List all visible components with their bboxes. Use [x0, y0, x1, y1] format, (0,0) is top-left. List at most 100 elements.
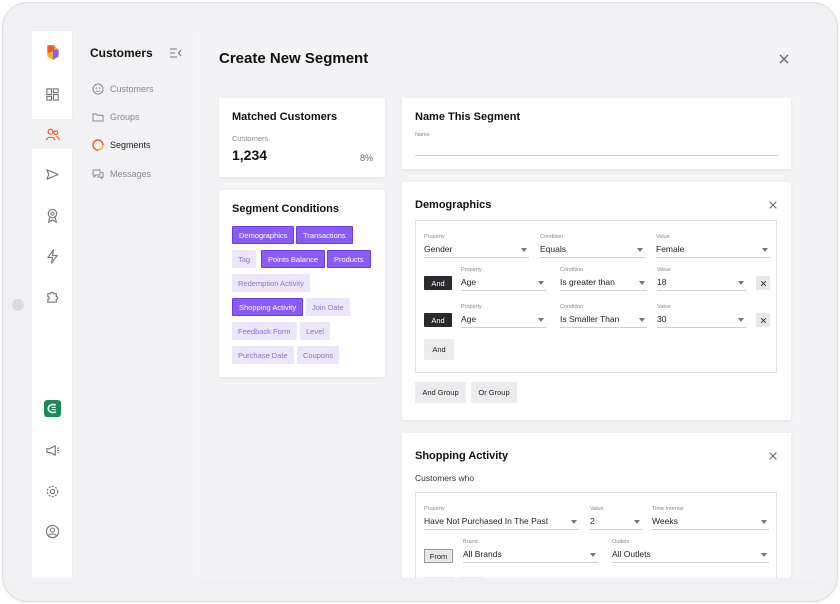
- close-shopping-activity-icon[interactable]: [768, 451, 778, 461]
- value-label: Value: [657, 267, 671, 273]
- close-demographics-icon[interactable]: [768, 200, 778, 210]
- condition-value: Equals: [540, 244, 566, 254]
- condition-tag-purchase-date[interactable]: Purchase Date: [232, 346, 294, 364]
- condition-label: Condition: [540, 234, 564, 240]
- sidebar-item-segments[interactable]: Segments: [92, 139, 151, 151]
- shopping-activity-title: Shopping Activity: [415, 450, 509, 462]
- property-select[interactable]: Gender: [424, 244, 529, 258]
- matched-customers-title: Matched Customers: [232, 111, 338, 123]
- messages-icon: [92, 169, 104, 180]
- remove-row-button[interactable]: [756, 313, 770, 327]
- award-icon[interactable]: [32, 200, 73, 230]
- logo-icon[interactable]: [32, 37, 73, 67]
- demographics-card: Demographics Property Gender Condition E…: [402, 182, 791, 420]
- brand-label: Brand: [463, 539, 478, 545]
- segments-icon: [92, 139, 104, 151]
- send-icon[interactable]: [32, 159, 73, 189]
- name-field-label: Name: [415, 132, 430, 138]
- megaphone-icon[interactable]: [32, 435, 73, 465]
- condition-tag-tag[interactable]: Tag: [232, 250, 257, 268]
- value-label: Value: [590, 506, 604, 512]
- app-screen: Customers Customers Groups Segments Mess…: [32, 31, 816, 578]
- condition-tag-points-balance[interactable]: Points Balance: [261, 250, 326, 268]
- from-button[interactable]: From: [424, 549, 453, 563]
- condition-tag-level[interactable]: Level: [300, 322, 330, 340]
- and-group-button[interactable]: And Group: [415, 382, 466, 403]
- and-connector-button[interactable]: And: [424, 276, 452, 290]
- and-connector-button[interactable]: And: [424, 313, 452, 327]
- property-select[interactable]: Age: [461, 277, 546, 291]
- property-value: Gender: [424, 244, 453, 254]
- time-interval-value: Weeks: [652, 516, 678, 526]
- condition-tag-shopping-activity[interactable]: Shopping Activity: [232, 298, 304, 316]
- remove-row-button[interactable]: [756, 276, 770, 290]
- sidebar-item-label: Groups: [110, 112, 140, 122]
- property-select[interactable]: Age: [461, 314, 546, 328]
- property-value: Age: [461, 314, 477, 324]
- condition-value: Is Smaller Than: [560, 314, 620, 324]
- camera-dot: [12, 299, 24, 311]
- add-condition-button[interactable]: [424, 577, 454, 578]
- puzzle-icon[interactable]: [32, 281, 73, 311]
- customers-icon: [92, 83, 104, 95]
- time-interval-label: Time Interval: [652, 506, 684, 512]
- shopping-activity-card: Shopping Activity Customers who Property…: [402, 433, 791, 578]
- segment-conditions-card: Segment Conditions Demographics Transact…: [219, 190, 385, 377]
- value-value: 2: [590, 516, 595, 526]
- condition-tag-coupons[interactable]: Coupons: [297, 346, 340, 364]
- value-value: Female: [656, 244, 685, 254]
- value-label: Value: [656, 234, 670, 240]
- value-select[interactable]: 18: [657, 277, 746, 291]
- value-value: 18: [657, 277, 667, 287]
- page-title: Create New Segment: [219, 50, 369, 67]
- sidebar-item-label: Messages: [110, 169, 152, 179]
- condition-select[interactable]: Is greater than: [560, 277, 647, 291]
- and-button[interactable]: And: [424, 339, 454, 360]
- condition-tag-join-date[interactable]: Join Date: [306, 298, 350, 316]
- demographics-title: Demographics: [415, 199, 492, 211]
- matched-customers-card: Matched Customers Customers 1,234 8%: [219, 98, 385, 177]
- value-value: 30: [657, 314, 667, 324]
- segment-conditions-title: Segment Conditions: [232, 203, 339, 215]
- close-icon: [760, 280, 766, 286]
- condition-tag-demographics[interactable]: Demographics: [232, 226, 295, 244]
- sidebar-item-messages[interactable]: Messages: [92, 168, 151, 180]
- shopping-subtitle: Customers who: [415, 473, 475, 483]
- close-icon[interactable]: [778, 53, 790, 65]
- condition-tag-products[interactable]: Products: [327, 250, 371, 268]
- sidebar-item-customers[interactable]: Customers: [92, 83, 154, 95]
- condition-tag-transactions[interactable]: Transactions: [296, 226, 353, 244]
- condition-value: Is greater than: [560, 277, 615, 287]
- property-select[interactable]: Have Not Purchased In The Past: [424, 516, 579, 530]
- condition-tag-redemption-activity[interactable]: Redemption Activity: [232, 274, 310, 292]
- sidebar-item-groups[interactable]: Groups: [92, 111, 140, 123]
- users-icon[interactable]: [32, 119, 73, 149]
- value-select[interactable]: 2: [590, 516, 642, 530]
- outlets-value: All Outlets: [612, 549, 651, 559]
- condition-select[interactable]: Is Smaller Than: [560, 314, 647, 328]
- profile-icon[interactable]: [32, 516, 73, 546]
- gear-icon[interactable]: [32, 476, 73, 506]
- close-icon: [760, 317, 766, 323]
- property-value: Age: [461, 277, 477, 287]
- name-segment-card: Name This Segment Name: [402, 98, 791, 169]
- value-label: Value: [657, 304, 671, 310]
- lightning-icon[interactable]: [32, 241, 73, 271]
- condition-select[interactable]: Equals: [540, 244, 645, 258]
- demographics-group: Property Gender Condition Equals Value F…: [415, 220, 777, 373]
- condition-label: Condition: [560, 267, 584, 273]
- time-interval-select[interactable]: Weeks: [652, 516, 769, 530]
- dashboard-icon[interactable]: [32, 79, 73, 109]
- segment-name-input[interactable]: [415, 142, 778, 156]
- collapse-sidebar-icon[interactable]: [169, 46, 183, 60]
- brand-icon[interactable]: [32, 393, 73, 423]
- or-group-button[interactable]: Or Group: [471, 382, 517, 403]
- brand-select[interactable]: All Brands: [463, 549, 598, 563]
- add-condition-button[interactable]: [459, 577, 483, 578]
- value-select[interactable]: Female: [656, 244, 770, 258]
- condition-tag-feedback-form[interactable]: Feedback Form: [232, 322, 297, 340]
- outlets-select[interactable]: All Outlets: [612, 549, 769, 563]
- value-select[interactable]: 30: [657, 314, 746, 328]
- matched-customers-count: 1,234: [232, 147, 268, 163]
